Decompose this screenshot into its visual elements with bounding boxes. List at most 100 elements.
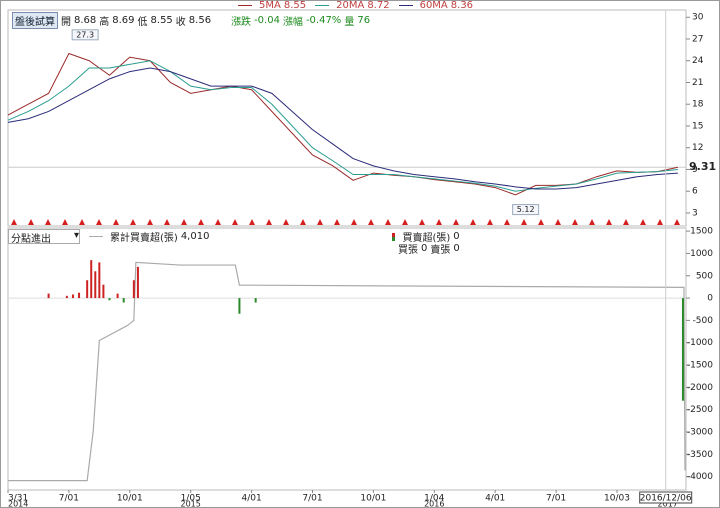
cursor-label: 2016/12/06 <box>640 494 692 504</box>
legend-value: 8.55 <box>283 0 307 11</box>
net-bar <box>132 280 135 299</box>
y-tick-label: -2500 <box>687 405 713 415</box>
x-tick-label: 10/01 <box>117 494 143 504</box>
net-bar <box>254 298 257 303</box>
net-bar <box>108 298 111 301</box>
legend-name: 累計買賣超(張) <box>110 233 178 244</box>
legend-swatch <box>392 232 396 241</box>
event-marker <box>606 219 612 225</box>
count-value: 0 <box>421 243 428 254</box>
legend-name: 5MA <box>259 0 281 11</box>
event-marker <box>589 219 595 225</box>
event-marker <box>130 219 136 225</box>
y-tick-label: -2000 <box>687 383 713 393</box>
ohlc-label: 收 <box>175 17 186 28</box>
year-label: 2014 <box>8 500 28 508</box>
x-tick-label: 4/01 <box>485 494 505 504</box>
y-tick-label: -1000 <box>687 338 713 348</box>
y-tick-label: 0 <box>707 294 713 304</box>
price-panel <box>7 9 687 227</box>
change-label: 漲跌 <box>231 17 252 28</box>
event-marker <box>147 219 153 225</box>
event-marker <box>249 219 255 225</box>
legend-swatch <box>315 4 330 6</box>
x-tick-label: 7/01 <box>59 494 79 504</box>
change-label: 漲幅 <box>282 17 303 28</box>
change-value: 76 <box>357 15 371 26</box>
legend-value: 0 <box>453 231 460 242</box>
event-marker <box>402 219 408 225</box>
annotation-label: 5.12 <box>517 205 535 214</box>
cursor-box <box>639 491 693 504</box>
quote-info: 盤後試算開 8.68 高 8.69 低 8.55 收 8.56 漲跌 -0.04 漲幅 -0.47% 量… <box>12 12 370 29</box>
event-marker <box>555 219 561 225</box>
selector-arrow: ▾ <box>73 230 79 241</box>
net-bar <box>136 266 139 299</box>
count-value: 0 <box>453 243 460 254</box>
net-bar <box>71 294 74 299</box>
ohlc-value: 8.55 <box>150 15 173 26</box>
selector-label: 分點進出 <box>11 234 51 245</box>
legend-swatch <box>398 4 413 6</box>
event-marker <box>368 219 374 225</box>
event-marker <box>623 219 629 225</box>
y-tick-label: 1000 <box>690 249 713 259</box>
ohlc-value: 8.68 <box>74 15 97 26</box>
net-bar <box>94 271 97 299</box>
x-tick-label: 10/01 <box>360 494 386 504</box>
event-marker <box>351 219 357 225</box>
legend-name: 20MA <box>336 0 365 11</box>
net-bar <box>78 292 81 299</box>
event-marker <box>640 219 646 225</box>
selector[interactable]: 分點進出 ▾ <box>8 229 80 245</box>
event-marker <box>657 219 663 225</box>
x-tick-label: 4/01 <box>241 494 261 504</box>
x-tick-label: 1/05 <box>181 494 201 504</box>
event-marker <box>487 219 493 225</box>
flow-counts: 買張 0 賣張 0 <box>398 241 460 256</box>
y-tick-label: -1500 <box>687 361 713 371</box>
ohlc-label: 低 <box>137 17 148 28</box>
event-marker <box>504 219 510 225</box>
change-value: -0.47% <box>305 15 342 26</box>
legend-name: 買賣超(張) <box>402 233 451 244</box>
count-label: 賣張 <box>430 245 451 256</box>
y-tick-label: -500 <box>693 316 714 326</box>
y-tick-label: 500 <box>696 271 713 281</box>
event-marker <box>215 219 221 225</box>
x-tick-label: 7/01 <box>546 494 566 504</box>
change-label: 量 <box>344 17 355 28</box>
y-tick-label: 18 <box>692 100 704 110</box>
event-marker <box>521 219 527 225</box>
calc-button[interactable]: 盤後試算 <box>12 12 58 29</box>
event-marker <box>436 219 442 225</box>
change-value: -0.04 <box>254 15 280 26</box>
ohlc-label: 高 <box>99 17 110 28</box>
y-tick-label: -4000 <box>687 472 713 482</box>
x-tick-label: 3/31 <box>8 494 28 504</box>
ohlc-value: 8.69 <box>112 15 135 26</box>
event-marker <box>470 219 476 225</box>
net-bar <box>122 298 125 303</box>
y-tick-label: 12 <box>692 143 703 153</box>
event-marker <box>45 219 51 225</box>
year-label: 2017 <box>658 500 678 508</box>
x-tick-label: 10/03 <box>604 494 630 504</box>
y-tick-label: -3000 <box>687 427 713 437</box>
count-label: 買張 <box>398 245 418 256</box>
event-marker <box>572 219 578 225</box>
legend-name: 60MA <box>419 0 448 11</box>
legend-swatch <box>89 236 103 237</box>
net-bar <box>65 295 68 299</box>
event-marker <box>113 219 119 225</box>
event-marker <box>79 219 85 225</box>
y-tick-label: -3500 <box>687 450 713 460</box>
flow-header: 分點進出 ▾ 累計買賣超(張) 4,010 買賣超(張) 0 <box>8 229 460 245</box>
ma-line <box>7 52 678 196</box>
event-marker <box>11 219 17 225</box>
year-label: 2016 <box>424 500 444 508</box>
ohlc-value: 8.56 <box>188 15 212 26</box>
net-bar <box>47 293 50 299</box>
